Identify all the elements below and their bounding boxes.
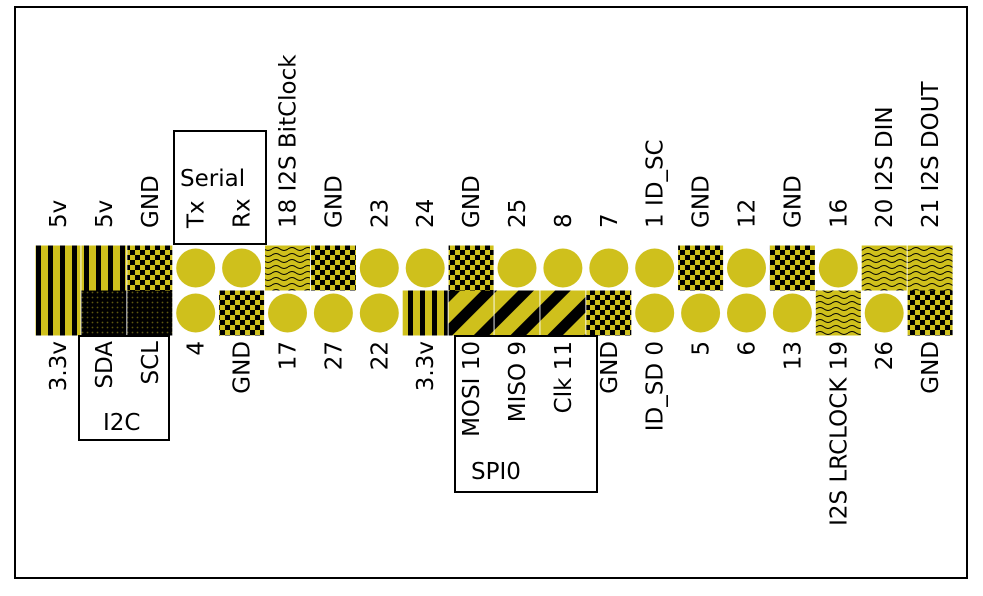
top-pin-label-16: 12: [735, 199, 761, 228]
bottom-pin-1: [38, 293, 78, 333]
top-pin-label-15: GND: [689, 175, 715, 228]
top-pin-label-10: GND: [459, 175, 485, 228]
top-pin-label-1: 5v: [46, 200, 72, 228]
bottom-pin-18: [818, 293, 858, 333]
top-pin-5: [222, 248, 262, 288]
serial-group-box: [173, 130, 267, 245]
bottom-pin-label-11: MISO 9: [505, 341, 531, 422]
top-pin-16: [727, 248, 766, 288]
bottom-pin-5: [222, 293, 262, 333]
top-pin-label-13: 7: [597, 213, 623, 228]
serial-group-label: Serial: [180, 166, 245, 192]
spi-group-box: [454, 335, 598, 493]
top-pin-8: [359, 248, 399, 288]
bottom-pin-6: [268, 293, 307, 333]
top-pin-7: [313, 248, 353, 288]
top-pin-label-4: Tx: [184, 200, 210, 229]
bottom-pin-7: [313, 293, 353, 333]
bottom-pin-19: [864, 293, 904, 333]
top-pin-label-6: 18 I2S BitClock: [276, 54, 302, 228]
bottom-pin-label-5: GND: [230, 341, 256, 394]
top-pin-label-19: 20 I2S DIN: [872, 106, 898, 228]
top-pin-row: [35, 245, 953, 291]
top-pin-6: [268, 248, 307, 288]
i2c-group-label: I2C: [103, 410, 140, 436]
top-pin-15: [681, 248, 721, 288]
bottom-pin-label-18: I2S LRCLOCK 19: [826, 341, 852, 526]
bottom-pin-13: [589, 293, 629, 333]
bottom-pin-label-12: Clk 11: [551, 341, 577, 413]
bottom-pin-label-17: 13: [780, 341, 806, 370]
bottom-pin-8: [359, 293, 399, 333]
bottom-pin-14: [635, 293, 675, 333]
top-pin-label-9: 24: [413, 199, 439, 228]
bottom-pin-label-16: 6: [735, 341, 761, 356]
bottom-pin-label-4: 4: [184, 341, 210, 356]
top-pin-label-2: 5v: [92, 200, 118, 228]
top-pin-14: [635, 248, 675, 288]
bottom-pin-3: [130, 293, 170, 333]
bottom-pin-label-8: 22: [367, 341, 393, 370]
bottom-pin-2: [84, 293, 124, 333]
top-pin-9: [405, 248, 445, 288]
bottom-pin-17: [772, 293, 812, 333]
top-pin-label-12: 8: [551, 213, 577, 228]
bottom-pin-label-10: MOSI 10: [459, 341, 485, 437]
top-pin-label-14: 1 ID_SC: [643, 139, 669, 228]
bottom-pin-label-2: SDA: [92, 341, 118, 389]
bottom-pin-label-13: GND: [597, 341, 623, 394]
bottom-pin-labels: 3.3v SDA SCL 4 GND 17 27 22 3.3v MOSI 10 MISO 9 Clk…: [46, 341, 944, 526]
top-pin-labels: 5v 5v GND Tx Rx 18 I2S BitClock GND 23 24 GND 25 8 7…: [46, 54, 944, 229]
bottom-pin-10: [451, 293, 491, 333]
bottom-pin-16: [727, 293, 766, 333]
top-pin-19: [864, 248, 904, 288]
spi-group-label: SPI0: [471, 459, 521, 485]
top-pin-label-11: 25: [505, 199, 531, 228]
top-pin-12: [543, 248, 583, 288]
i2c-group-box: [78, 335, 170, 441]
top-pin-label-5: Rx: [230, 198, 256, 228]
bottom-pin-4: [176, 293, 216, 333]
top-pin-11: [497, 248, 537, 288]
bottom-pin-11: [497, 293, 537, 333]
bottom-pin-15: [681, 293, 721, 333]
top-pin-label-3: GND: [138, 175, 164, 228]
bottom-pin-label-20: GND: [918, 341, 944, 394]
bottom-pin-row: [35, 290, 953, 336]
bottom-pin-label-14: ID_SD 0: [643, 341, 669, 431]
top-pin-label-8: 23: [367, 199, 393, 228]
top-pin-label-18: 16: [826, 199, 852, 228]
bottom-pin-label-3: SCL: [138, 341, 164, 385]
bottom-pin-label-7: 27: [321, 341, 347, 370]
top-pin-20: [910, 248, 950, 288]
bottom-pin-label-15: 5: [689, 341, 715, 356]
top-pin-2: [84, 248, 124, 288]
top-pin-label-20: 21 I2S DOUT: [918, 80, 944, 228]
top-pin-label-17: GND: [780, 175, 806, 228]
bottom-pin-label-6: 17: [276, 341, 302, 370]
top-pin-3: [130, 248, 170, 288]
top-pin-1: [38, 248, 78, 288]
bottom-pin-12: [543, 293, 583, 333]
bottom-pin-label-19: 26: [872, 341, 898, 370]
bottom-pin-20: [910, 293, 950, 333]
top-pin-4: [176, 248, 216, 288]
top-pin-label-7: GND: [321, 175, 347, 228]
top-pin-10: [451, 248, 491, 288]
bottom-pin-label-1: 3.3v: [46, 341, 72, 391]
bottom-pin-label-9: 3.3v: [413, 341, 439, 391]
bottom-pin-9: [405, 293, 445, 333]
top-pin-17: [772, 248, 812, 288]
top-pin-18: [818, 248, 858, 288]
top-pin-13: [589, 248, 629, 288]
